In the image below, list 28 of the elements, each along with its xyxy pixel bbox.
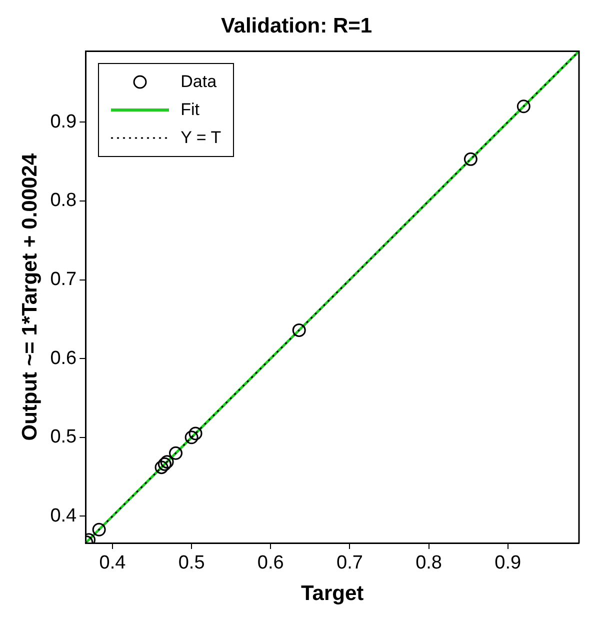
x-tick-label: 0.4 xyxy=(99,552,126,574)
point xyxy=(184,430,198,444)
x-tick-label: 0.7 xyxy=(336,552,363,574)
y-tick-label: 0.6 xyxy=(50,348,77,369)
x-axis-title: Target xyxy=(300,582,364,606)
y-tick-label: 0.5 xyxy=(50,426,77,448)
y-axis-title: Output ~= 1*Target + 0.00024 xyxy=(18,153,42,441)
point xyxy=(158,457,172,471)
chart-title: Validation: R=1 xyxy=(220,14,372,38)
y-tick-label: 0.8 xyxy=(50,190,77,212)
point xyxy=(292,323,306,337)
point xyxy=(154,460,168,474)
x-tick-label: 0.6 xyxy=(257,552,284,574)
legend-label: Fit xyxy=(180,100,200,120)
legend-label: Data xyxy=(180,72,217,92)
x-tick-label: 0.8 xyxy=(416,552,442,574)
x-tick-label: 0.9 xyxy=(494,552,522,574)
legend-label: Y = T xyxy=(180,128,222,148)
point xyxy=(188,426,202,440)
y-tick-label: 0.4 xyxy=(50,505,78,526)
point xyxy=(464,152,478,166)
point xyxy=(92,522,106,536)
y-tick-label: 0.9 xyxy=(50,111,77,132)
y-tick-label: 0.7 xyxy=(50,268,77,290)
x-tick-label: 0.5 xyxy=(178,552,205,574)
point xyxy=(516,100,530,114)
point xyxy=(169,446,182,460)
point xyxy=(160,455,174,469)
